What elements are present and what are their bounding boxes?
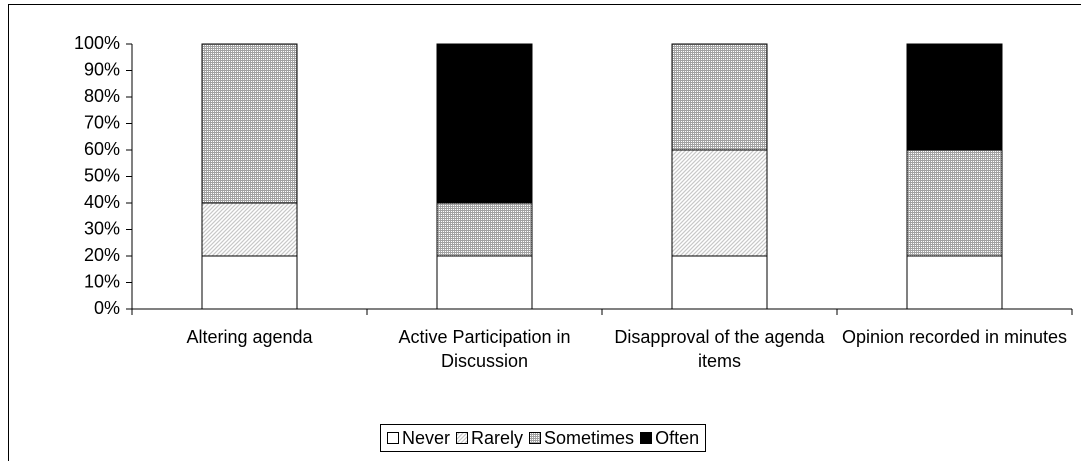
x-tick-label: Altering agenda [186,327,313,347]
legend-swatch-fill [640,432,653,444]
bar-segment [201,202,298,257]
legend-label: Rarely [471,427,524,448]
x-tick-label: Active Participation in Discussion [398,327,571,371]
x-tick-label: Opinion recorded in minutes [841,327,1068,347]
bar-segment [671,43,768,151]
bar-segment [436,255,533,310]
legend-label: Often [655,427,700,448]
chart-frame [8,4,1081,461]
y-tick-label: 60% [84,139,120,159]
x-tick-label: Disapproval of the agenda items [614,327,825,371]
bar-segment [671,255,768,310]
legend-label: Sometimes [544,427,635,448]
legend-item: Never [387,428,450,449]
bar-segment [436,43,533,204]
legend-item: Often [640,428,699,449]
y-tick-label: 0% [94,298,120,318]
bar-segment [906,43,1003,151]
legend-swatch-fill [456,432,469,444]
legend-item: Sometimes [529,428,634,449]
legend-label: Never [402,427,451,448]
y-tick-label: 40% [84,192,120,212]
y-tick-label: 80% [84,86,120,106]
bar-segment [436,202,533,257]
y-tick-label: 20% [84,245,120,265]
legend-swatch-fill [529,432,542,444]
y-tick-label: 70% [84,112,120,132]
legend: Never Rarely Sometimes Often [380,424,707,452]
legend-swatch [456,432,469,444]
y-tick-label: 90% [84,59,120,79]
y-tick-label: 10% [84,271,120,291]
bar-segment [201,255,298,310]
bar-segment [201,43,298,204]
legend-swatch-fill [387,432,399,444]
legend-swatch [640,432,653,444]
legend-swatch [387,432,399,444]
legend-swatch [529,432,542,444]
y-tick-label: 50% [84,165,120,185]
y-tick-label: 100% [74,33,120,53]
y-tick-label: 30% [84,218,120,238]
bar-segment [671,149,768,257]
bar-segment [906,149,1003,257]
bar-segment [906,255,1003,310]
legend-item: Rarely [456,428,523,449]
